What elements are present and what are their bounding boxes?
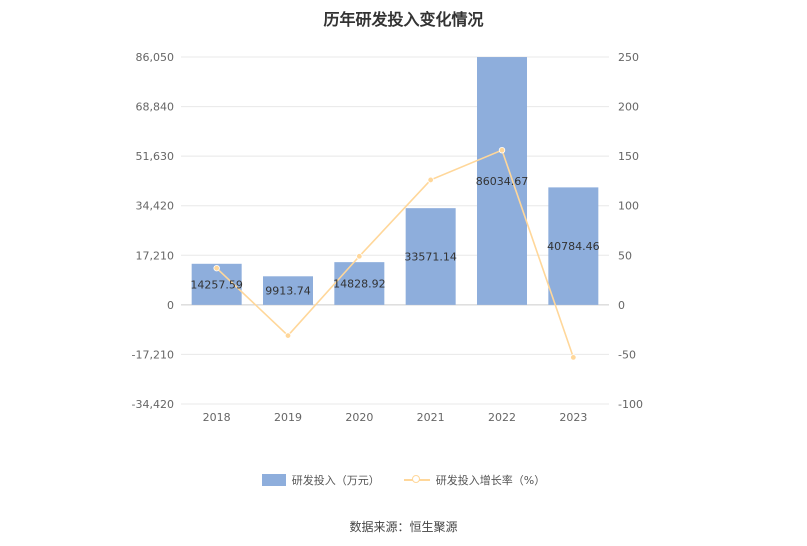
- growth-rate-line: [216, 149, 575, 358]
- growth-rate-point: [356, 253, 363, 260]
- y-right-tick-label: -100: [618, 398, 643, 411]
- growth-rate-point: [284, 332, 292, 339]
- x-tick-label: 2023: [559, 411, 587, 424]
- bar: [263, 276, 313, 305]
- legend-line-swatch: [403, 474, 430, 486]
- x-tick-label: 2020: [345, 411, 373, 424]
- chart-title: 历年研发投入变化情况: [323, 10, 484, 29]
- axis-labels: 86,050 68,840 51,630 34,420 17,210 0 -17,210 -3…: [132, 51, 643, 424]
- bar-value-label: 14257.59: [190, 278, 243, 291]
- growth-rate-point: [498, 146, 506, 154]
- bar: [334, 262, 385, 305]
- bar-value-label: 9913.74: [265, 285, 311, 298]
- y-left-tick-label: -17,210: [132, 348, 174, 361]
- legend-bar-swatch: [261, 474, 286, 486]
- bar-value-label: 33571.14: [404, 251, 457, 264]
- y-left-tick-label: -34,420: [132, 398, 174, 411]
- y-right-tick-label: 250: [618, 51, 639, 64]
- y-left-tick-label: 34,420: [136, 200, 175, 213]
- bar-value-label: 14828.92: [333, 278, 386, 291]
- bar: [405, 208, 456, 305]
- y-left-tick-label: 86,050: [136, 51, 175, 64]
- data-labels: 14257.59 9913.74 14828.92 33571.14 86034.67 4…: [190, 175, 599, 298]
- x-tick-label: 2021: [417, 411, 445, 424]
- bar-value-label: 40784.46: [547, 240, 600, 253]
- x-tick-label: 2019: [274, 411, 302, 424]
- bar: [477, 57, 527, 305]
- bar: [548, 187, 599, 305]
- grid-lines: [181, 56, 609, 405]
- x-tick-label: 2022: [488, 411, 516, 424]
- growth-rate-point: [427, 176, 434, 184]
- y-right-tick-label: 0: [618, 299, 625, 312]
- y-left-tick-label: 51,630: [136, 150, 175, 163]
- legend-label-growth-rate: 研发投入增长率（%）: [435, 474, 546, 487]
- legend-item-growth-rate[interactable]: 研发投入增长率（%）: [403, 472, 546, 488]
- y-right-tick-label: -50: [618, 348, 636, 361]
- y-left-tick-label: 17,210: [136, 249, 175, 262]
- line-series: [213, 146, 577, 361]
- bar-series: [191, 57, 599, 305]
- legend: 研发投入（万元） 研发投入增长率（%）: [0, 472, 807, 488]
- bar-value-label: 86034.67: [476, 175, 529, 188]
- y-right-tick-label: 150: [618, 150, 639, 163]
- y-left-tick-label: 0: [167, 299, 174, 312]
- y-right-tick-label: 50: [618, 249, 632, 262]
- growth-rate-point: [213, 264, 220, 272]
- y-left-tick-label: 68,840: [136, 101, 175, 114]
- y-right-tick-label: 200: [618, 101, 639, 114]
- data-source-note: 数据来源：恒生聚源: [349, 520, 458, 534]
- y-right-tick-label: 100: [618, 200, 639, 213]
- growth-rate-point: [570, 354, 577, 361]
- legend-item-rd-investment[interactable]: 研发投入（万元）: [261, 472, 380, 488]
- x-tick-label: 2018: [203, 411, 231, 424]
- legend-label-rd-investment: 研发投入（万元）: [291, 474, 380, 487]
